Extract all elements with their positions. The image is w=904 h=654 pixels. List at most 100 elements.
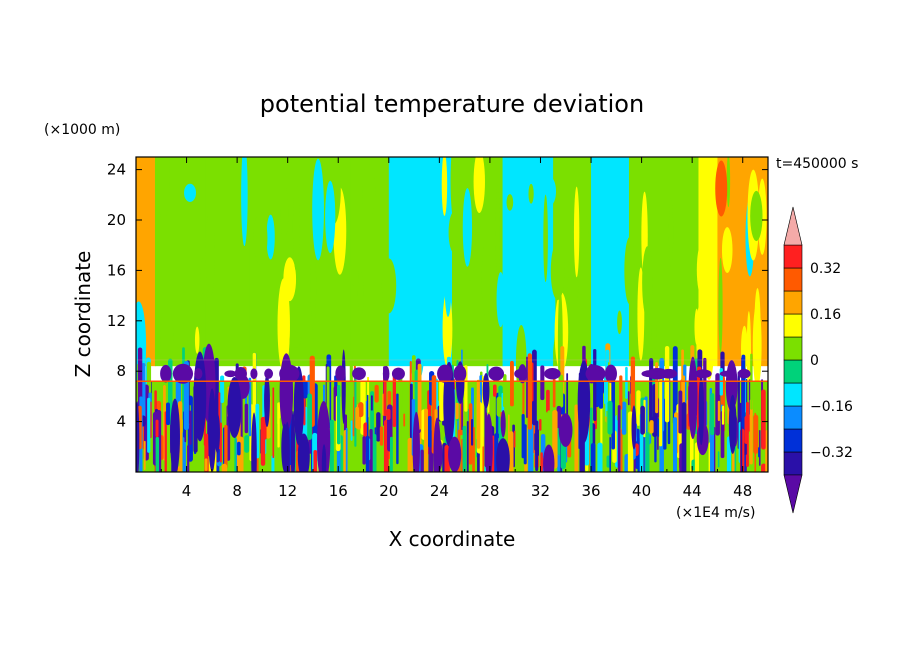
upper-streak — [405, 177, 418, 222]
turbulent-streak — [386, 408, 391, 420]
turbulent-patch — [631, 405, 637, 450]
turbulent-patch — [448, 436, 462, 472]
x-tick-label: 16 — [329, 482, 348, 500]
turbulent-streak — [649, 443, 654, 472]
inversion-bump — [719, 370, 736, 377]
turbulent-streak — [333, 446, 337, 470]
inversion-bump — [437, 364, 453, 383]
upper-streak — [310, 241, 317, 331]
turbulent-streak — [147, 397, 151, 453]
turbulent-streak — [621, 401, 627, 435]
upper-streak — [481, 242, 491, 318]
turbulent-patch — [193, 351, 207, 442]
upper-streak-warm — [752, 302, 762, 388]
inversion-bump — [604, 364, 617, 383]
turbulent-streak — [455, 402, 459, 420]
turbulent-streak — [625, 366, 628, 399]
upper-streak — [597, 284, 610, 318]
upper-streak — [277, 278, 290, 373]
upper-streak — [357, 270, 364, 317]
upper-streak — [581, 214, 589, 250]
turbulent-streak — [389, 436, 393, 472]
turbulent-streak — [407, 437, 413, 472]
upper-streak — [312, 158, 324, 261]
colorbar-segment — [783, 313, 803, 338]
x-tick-label: 36 — [581, 482, 600, 500]
inversion-bump — [352, 367, 366, 381]
inversion-bump — [234, 366, 247, 381]
turbulent-streak — [374, 384, 379, 403]
inversion-layer — [136, 359, 768, 384]
inversion-bump — [194, 368, 203, 380]
colorbar-segment — [783, 359, 803, 384]
turbulent-patch — [136, 401, 140, 472]
turbulent-streak — [349, 355, 353, 421]
turbulent-streak — [672, 417, 678, 472]
turbulent-streak — [546, 389, 550, 413]
upper-streak — [651, 309, 657, 355]
turbulent-streak — [462, 425, 467, 472]
turbulent-patch — [170, 398, 180, 472]
y-tick-label: 8 — [116, 362, 126, 380]
turbulent-streak — [272, 387, 275, 459]
turbulent-streak — [593, 348, 597, 422]
y-tick-label: 4 — [116, 413, 126, 431]
upper-column-12 — [591, 157, 630, 367]
turbulent-streak — [424, 408, 428, 472]
upper-streak — [381, 258, 397, 314]
colorbar-tick-label: −0.16 — [810, 399, 853, 415]
turbulent-streak — [761, 463, 767, 472]
upper-streak — [573, 186, 580, 278]
upper-streak — [506, 194, 514, 211]
turbulent-streak — [761, 389, 766, 450]
upper-streak — [241, 157, 248, 247]
turbulent-streak — [540, 365, 545, 401]
upper-streak — [289, 331, 301, 349]
chart-title: potential temperature deviation — [260, 90, 644, 118]
turbulent-streak — [302, 380, 308, 399]
upper-streak-hot — [715, 160, 728, 217]
turbulent-streak — [214, 357, 219, 422]
turbulent-streak — [403, 413, 406, 427]
turbulent-streak — [509, 431, 514, 472]
x-tick-label: 32 — [531, 482, 550, 500]
upper-streak — [550, 242, 565, 301]
turbulent-patch — [214, 412, 220, 454]
turbulent-streak — [372, 433, 377, 472]
turbulent-streak — [396, 393, 399, 465]
turbulent-streak — [510, 360, 514, 407]
y-axis-label: Z coordinate — [71, 251, 95, 378]
turbulent-streak — [219, 422, 222, 463]
inversion-bump — [488, 366, 505, 381]
turbulent-streak — [717, 451, 720, 468]
turbulent-streak — [379, 426, 384, 446]
turbulent-streak — [398, 370, 403, 409]
upper-streak-warm — [696, 242, 708, 298]
turbulent-patch — [688, 356, 698, 439]
turbulent-layer — [136, 343, 768, 472]
turbulent-streak — [717, 400, 721, 422]
inversion-bump — [250, 368, 258, 380]
colorbar-segment — [783, 267, 803, 292]
upper-streak — [543, 194, 548, 283]
turbulent-streak — [590, 442, 596, 472]
x-tick-label: 12 — [278, 482, 297, 500]
turbulent-streak — [468, 403, 473, 465]
y-unit-label: (×1000 m) — [44, 122, 120, 138]
colorbar-over-arrow — [783, 206, 803, 246]
colorbar: 0.32 0.16 0 −0.16 −0.32 — [783, 206, 853, 514]
turbulent-streak — [271, 455, 275, 472]
plot-frame — [135, 156, 769, 473]
turbulent-streak — [721, 405, 725, 425]
turbulent-streak — [427, 415, 432, 448]
turbulent-streak — [248, 377, 252, 437]
turbulent-streak — [574, 404, 579, 472]
turbulent-streak — [155, 436, 160, 472]
x-axis-label: X coordinate — [389, 527, 516, 551]
colorbar-segment — [783, 290, 803, 315]
turbulent-streak — [521, 413, 525, 459]
upper-streak — [450, 157, 460, 223]
upper-detail — [136, 157, 767, 400]
turbulent-streak — [606, 455, 611, 468]
upper-streak — [157, 157, 170, 222]
